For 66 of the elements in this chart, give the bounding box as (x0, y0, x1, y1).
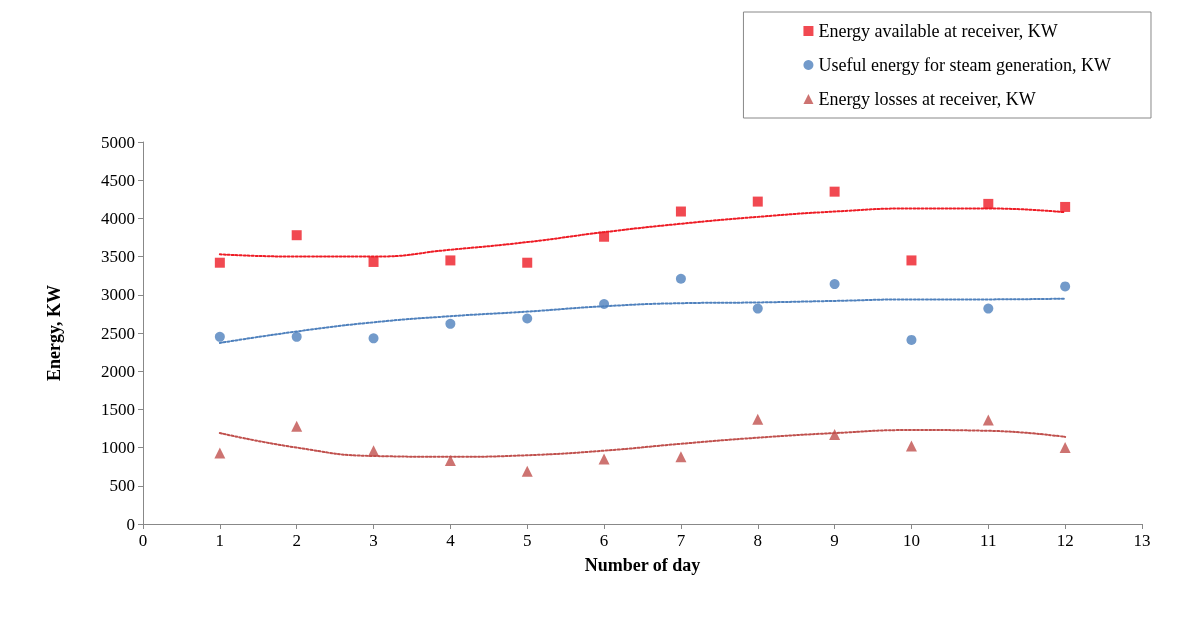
legend-label: Useful energy for steam generation, KW (818, 55, 1112, 75)
point (982, 414, 994, 426)
y-tick-label: 500 (109, 476, 135, 496)
point (521, 465, 533, 477)
x-tick-label: 3 (369, 531, 378, 550)
y-tick-label: 4500 (101, 170, 135, 190)
x-tick-label: 9 (830, 531, 839, 550)
point (752, 196, 763, 207)
y-tick-label: 4000 (101, 208, 135, 228)
x-tick-label: 1 (215, 531, 225, 550)
point (829, 186, 840, 197)
point (522, 313, 533, 324)
point (675, 273, 686, 284)
point (1059, 442, 1071, 454)
x-tick-label: 7 (676, 531, 686, 550)
x-tick-label: 10 (902, 531, 920, 550)
x-tick-label: 11 (980, 531, 997, 550)
y-tick-label: 0 (126, 514, 135, 534)
point (368, 333, 379, 344)
x-tick-label: 0 (138, 531, 148, 550)
point (291, 420, 303, 432)
point (752, 303, 763, 314)
x-tick-label: 6 (599, 531, 609, 550)
point (906, 334, 917, 345)
y-tick-label: 3000 (101, 285, 135, 305)
point (675, 206, 686, 217)
x-tick-label: 12 (1056, 531, 1074, 550)
x-tick-label: 8 (753, 531, 763, 550)
point (598, 453, 610, 465)
point (599, 298, 610, 309)
point (906, 255, 917, 266)
x-tick-label: 2 (292, 531, 301, 550)
point (291, 230, 302, 241)
legend-label: Energy available at receiver, KW (818, 21, 1058, 41)
legend-label: Energy losses at receiver, KW (818, 89, 1036, 109)
point (291, 331, 302, 342)
point (983, 198, 994, 209)
point (214, 331, 225, 342)
point (214, 257, 225, 268)
x-tick-label: 4 (446, 531, 456, 550)
y-tick-label: 2500 (101, 323, 135, 343)
y-tick-label: 2000 (101, 361, 135, 381)
point (829, 279, 840, 290)
y-axis-title: Energy, KW (44, 284, 64, 382)
point (445, 255, 456, 266)
y-tick-label: 3500 (101, 247, 135, 267)
point (983, 303, 994, 314)
point (445, 318, 456, 329)
point (599, 231, 610, 242)
point (905, 440, 917, 452)
point (368, 256, 379, 267)
point (829, 429, 841, 441)
x-axis-title: Number of day (584, 555, 701, 575)
point (444, 455, 456, 467)
point (214, 447, 226, 459)
y-tick-label: 1500 (101, 399, 135, 419)
x-tick-label: 5 (522, 531, 532, 550)
point (752, 413, 764, 425)
point (675, 451, 687, 463)
point (1060, 281, 1071, 292)
point (368, 445, 380, 457)
y-tick-label: 1000 (101, 438, 135, 458)
point (1060, 201, 1071, 212)
x-tick-label: 13 (1133, 531, 1151, 550)
point (522, 257, 533, 268)
y-tick-label: 5000 (101, 132, 135, 152)
